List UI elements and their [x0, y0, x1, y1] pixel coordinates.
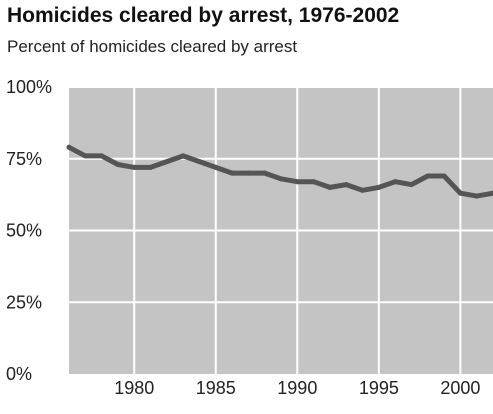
data-point: [327, 184, 333, 190]
data-point: [311, 179, 317, 185]
data-point: [82, 153, 88, 159]
data-point: [66, 144, 72, 150]
data-point: [115, 161, 121, 167]
data-point: [196, 159, 202, 165]
grid-lines: [69, 86, 493, 374]
data-point: [180, 153, 186, 159]
data-point: [262, 170, 268, 176]
x-tick-label: 1985: [196, 378, 236, 398]
y-tick-label: 25%: [6, 292, 42, 312]
y-tick-label: 50%: [6, 221, 42, 241]
data-point: [425, 173, 431, 179]
x-tick-label: 1990: [277, 378, 317, 398]
data-point: [213, 164, 219, 170]
data-point: [392, 179, 398, 185]
y-axis-tick-labels: 0% 25% 50% 75% 100%: [6, 77, 52, 384]
data-point: [441, 173, 447, 179]
data-point: [99, 153, 105, 159]
x-tick-label: 2000: [440, 378, 480, 398]
y-tick-label: 75%: [6, 149, 42, 169]
series-layer: [66, 144, 493, 199]
chart-subtitle: Percent of homicides cleared by arrest: [7, 37, 298, 56]
data-point: [408, 182, 414, 188]
data-point: [278, 176, 284, 182]
y-tick-label: 0%: [6, 364, 32, 384]
y-tick-label: 100%: [6, 77, 52, 97]
data-point: [148, 164, 154, 170]
data-point: [164, 159, 170, 165]
data-point: [131, 164, 137, 170]
data-point: [490, 190, 493, 196]
data-point: [360, 187, 366, 193]
data-point: [457, 190, 463, 196]
x-axis-tick-labels: 1980 1985 1990 1995 2000: [114, 378, 480, 398]
data-point: [343, 182, 349, 188]
data-point: [294, 179, 300, 185]
x-tick-label: 1980: [114, 378, 154, 398]
data-point: [245, 170, 251, 176]
data-point: [474, 193, 480, 199]
chart-title: Homicides cleared by arrest, 1976-2002: [7, 4, 400, 27]
data-point: [376, 184, 382, 190]
data-point: [229, 170, 235, 176]
x-tick-label: 1995: [359, 378, 399, 398]
